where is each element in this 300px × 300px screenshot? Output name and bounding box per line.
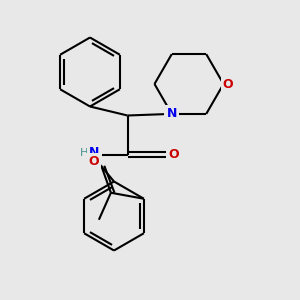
Text: N: N — [167, 107, 177, 120]
Text: O: O — [169, 148, 179, 161]
Text: N: N — [89, 146, 100, 160]
Text: H: H — [80, 148, 88, 158]
Text: O: O — [223, 77, 233, 91]
Text: O: O — [88, 155, 99, 168]
